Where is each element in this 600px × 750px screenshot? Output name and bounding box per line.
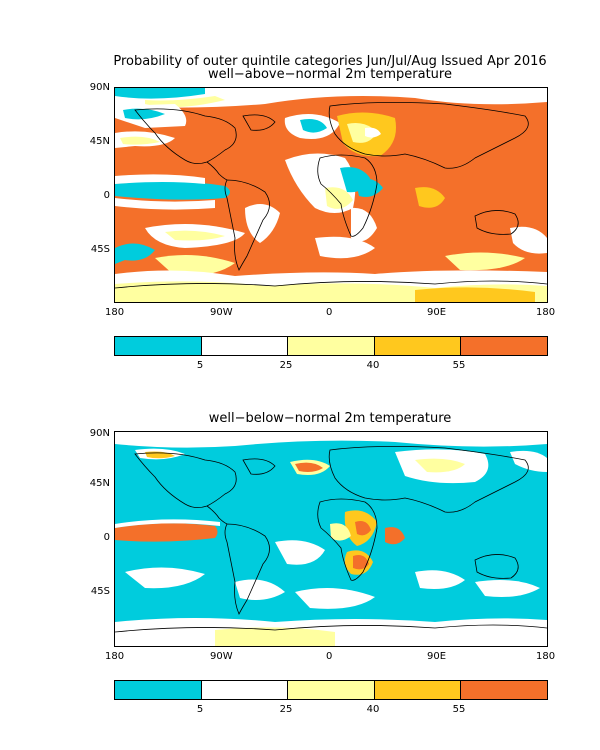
lat-label-0-bottom: 0 [103, 532, 110, 543]
lon-label-0-bottom: 0 [326, 651, 333, 662]
colorbar-label-5: 5 [196, 360, 204, 371]
lon-label-90w: 90W [210, 307, 233, 318]
colorbar-seg-lt5 [115, 681, 202, 699]
lat-label-45n-bottom: 45N [89, 478, 110, 489]
lon-label-90e-bottom: 90E [427, 651, 447, 662]
lon-label-180w-bottom: 180 [105, 651, 125, 662]
panel-title-above: well−above−normal 2m temperature [208, 67, 452, 82]
colorbar-label-25: 25 [279, 360, 293, 371]
colorbar-label-40-bottom: 40 [366, 704, 380, 715]
colorbar-seg-40-55 [374, 337, 462, 355]
colorbar-label-5-bottom: 5 [196, 704, 204, 715]
lon-label-180e: 180 [536, 307, 556, 318]
lat-label-45s: 45S [90, 244, 110, 255]
lat-label-90n-bottom: 90N [89, 428, 110, 439]
lat-label-90n: 90N [89, 82, 110, 93]
figure-title: Probability of outer quintile categories… [113, 54, 547, 69]
colorbar-seg-5-25 [201, 337, 289, 355]
colorbar-seg-25-40 [288, 681, 375, 699]
map-well-above-normal [114, 87, 548, 303]
colorbar-label-25-bottom: 25 [279, 704, 293, 715]
lon-label-0: 0 [326, 307, 333, 318]
colorbar-seg-40-55 [374, 681, 462, 699]
colorbar-label-55-bottom: 55 [452, 704, 466, 715]
panel-title-below: well−below−normal 2m temperature [208, 411, 452, 426]
lat-label-45s-bottom: 45S [90, 586, 110, 597]
lat-label-45n: 45N [89, 136, 110, 147]
lon-label-180e-bottom: 180 [536, 651, 556, 662]
lon-label-180w: 180 [105, 307, 125, 318]
colorbar-seg-25-40 [288, 337, 375, 355]
colorbar-seg-lt5 [115, 337, 202, 355]
colorbar-seg-gt55 [461, 337, 547, 355]
map-well-below-normal [114, 431, 548, 647]
lon-label-90e: 90E [427, 307, 447, 318]
colorbar-label-55: 55 [452, 360, 466, 371]
colorbar-seg-gt55 [461, 681, 547, 699]
colorbar-seg-5-25 [201, 681, 289, 699]
lon-label-90w-bottom: 90W [210, 651, 233, 662]
colorbar-above [114, 336, 548, 356]
colorbar-label-40: 40 [366, 360, 380, 371]
colorbar-below [114, 680, 548, 700]
lat-label-0: 0 [103, 190, 110, 201]
